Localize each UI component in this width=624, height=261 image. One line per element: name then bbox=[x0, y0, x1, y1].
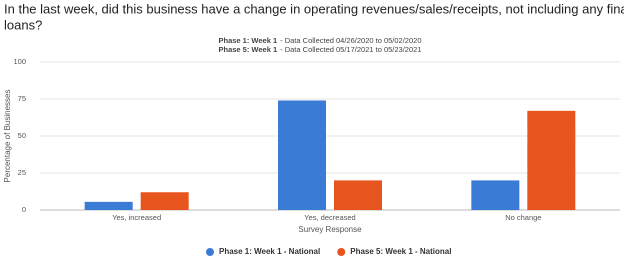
y-tick-label: 100 bbox=[13, 57, 26, 66]
x-tick-label: Yes, increased bbox=[112, 213, 161, 222]
subtitle: Phase 1: Week 1- Data Collected 04/26/20… bbox=[218, 36, 421, 45]
subtitle-text: - Data Collected 05/17/2021 to 05/23/202… bbox=[280, 45, 421, 54]
subtitle: Phase 5: Week 1- Data Collected 05/17/20… bbox=[218, 45, 421, 54]
legend-label: Phase 5: Week 1 - National bbox=[350, 247, 451, 256]
legend-marker bbox=[206, 248, 214, 256]
legend-marker bbox=[337, 248, 346, 256]
bar bbox=[471, 180, 520, 210]
subtitle-bold: Phase 1: Week 1 bbox=[218, 36, 277, 45]
y-tick-label: 75 bbox=[18, 94, 26, 103]
y-tick-label: 25 bbox=[18, 168, 26, 177]
legend-label: Phase 1: Week 1 - National bbox=[219, 247, 320, 256]
bar bbox=[334, 180, 382, 210]
bar bbox=[527, 110, 576, 210]
y-axis-label: Percentage of Businesses bbox=[3, 90, 12, 183]
subtitle-text: - Data Collected 04/26/2020 to 05/02/202… bbox=[280, 36, 421, 45]
bar bbox=[140, 192, 189, 210]
chart-title: loans? bbox=[4, 17, 42, 32]
chart-title: In the last week, did this business have… bbox=[4, 1, 624, 16]
y-tick-label: 50 bbox=[18, 131, 26, 140]
x-tick-label: No change bbox=[505, 213, 541, 222]
subtitle-bold: Phase 5: Week 1 bbox=[218, 45, 277, 54]
bar bbox=[278, 100, 326, 210]
x-tick-label: Yes, decreased bbox=[304, 213, 355, 222]
y-tick-label: 0 bbox=[22, 205, 26, 214]
bar bbox=[84, 201, 133, 210]
x-axis-label: Survey Response bbox=[298, 225, 362, 234]
